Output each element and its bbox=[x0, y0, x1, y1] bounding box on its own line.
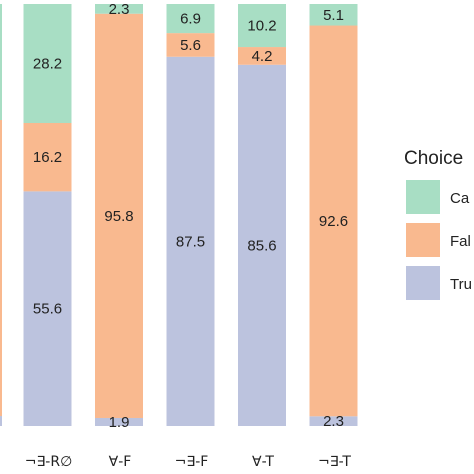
bar-segment bbox=[23, 123, 72, 192]
value-label: 5.6 bbox=[180, 37, 201, 54]
bar-segment bbox=[238, 47, 286, 65]
x-tick-label: ∀-F bbox=[109, 454, 132, 470]
value-label: 4.2 bbox=[252, 48, 273, 65]
legend: Choice Ca Fal Tru bbox=[404, 148, 472, 300]
bar-segment bbox=[309, 416, 358, 426]
value-label: 55.6 bbox=[33, 301, 62, 318]
legend-label: Fal bbox=[450, 233, 471, 250]
value-label: 28.2 bbox=[33, 56, 62, 73]
legend-label: Tru bbox=[450, 276, 472, 293]
bar-segment bbox=[166, 56, 215, 426]
bar-segment bbox=[238, 4, 286, 48]
x-tick-label: ∀-T bbox=[252, 454, 274, 470]
x-tick-labels: ¬∃-R∅ ∀-F ¬∃-F ∀-T ¬∃-T bbox=[25, 454, 352, 470]
legend-swatch bbox=[406, 180, 440, 214]
value-labels-layer: 55.6 16.2 28.2 1.9 95.8 2.3 87.5 5.6 6.9 85.6 4.2 1… bbox=[33, 1, 348, 431]
legend-items: Ca Fal Tru bbox=[406, 180, 472, 300]
value-label: 2.3 bbox=[109, 1, 130, 18]
bar-segment bbox=[95, 13, 143, 418]
value-label: 92.6 bbox=[319, 213, 348, 230]
legend-swatch bbox=[406, 223, 440, 257]
bar-segment bbox=[0, 4, 2, 120]
value-label: 16.2 bbox=[33, 149, 62, 166]
bar-segment bbox=[309, 4, 358, 26]
value-label: 95.8 bbox=[104, 208, 133, 225]
legend-swatch bbox=[406, 266, 440, 300]
bar-segment bbox=[166, 4, 215, 34]
value-label: 6.9 bbox=[180, 11, 201, 28]
bar-segment bbox=[95, 4, 143, 14]
value-label: 1.9 bbox=[109, 414, 130, 431]
value-label: 85.6 bbox=[247, 237, 276, 254]
bar-segment bbox=[23, 191, 72, 426]
bar-segment bbox=[238, 64, 286, 426]
bar-segment bbox=[309, 25, 358, 417]
value-label: 87.5 bbox=[176, 233, 205, 250]
bar-segment bbox=[0, 416, 2, 426]
legend-title: Choice bbox=[404, 148, 463, 169]
x-tick-label: ¬∃-F bbox=[175, 454, 209, 470]
bars-layer bbox=[0, 4, 358, 426]
value-label: 10.2 bbox=[247, 18, 276, 35]
bar-segment bbox=[95, 417, 143, 426]
value-label: 2.3 bbox=[323, 413, 344, 430]
legend-label: Ca bbox=[450, 190, 470, 207]
x-tick-label: ¬∃-T bbox=[318, 454, 351, 470]
x-tick-label: ¬∃-R∅ bbox=[25, 454, 73, 470]
bar-segment bbox=[0, 120, 2, 416]
bar-segment bbox=[166, 33, 215, 57]
bar-segment bbox=[23, 4, 72, 124]
value-label: 5.1 bbox=[323, 7, 344, 24]
